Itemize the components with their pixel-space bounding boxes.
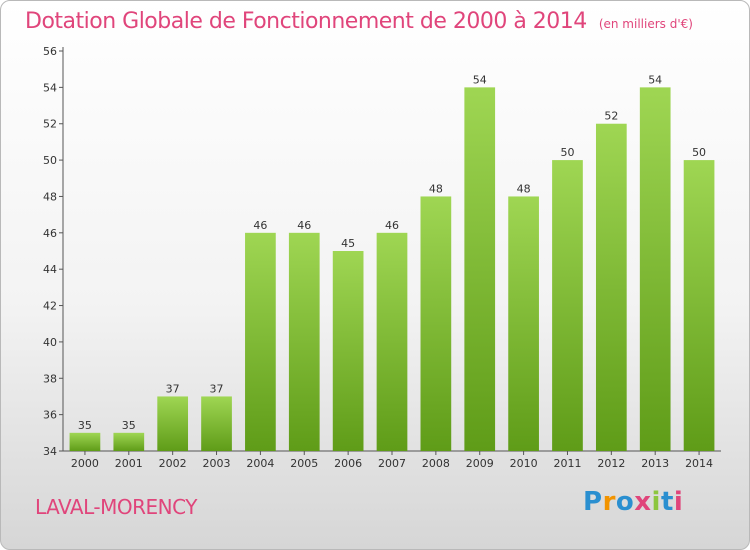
- bar: [157, 396, 189, 451]
- x-tick-label: 2014: [685, 457, 713, 470]
- x-tick-label: 2008: [422, 457, 450, 470]
- logo-letter: r: [602, 487, 616, 517]
- data-label: 48: [429, 182, 443, 195]
- x-tick-label: 2010: [510, 457, 538, 470]
- location-label: LAVAL-MORENCY: [35, 495, 197, 519]
- data-label: 37: [210, 382, 224, 395]
- bar: [69, 432, 101, 451]
- bar: [245, 232, 276, 451]
- bar: [552, 160, 583, 451]
- y-tick-label: 56: [43, 45, 57, 58]
- bar: [376, 232, 408, 451]
- logo-letter: x: [634, 487, 652, 517]
- logo-letter: o: [615, 487, 635, 517]
- data-label: 48: [517, 182, 531, 195]
- bar: [639, 87, 671, 451]
- chart-labels: 2000 35 2001 35 2002 37 2003 37 2004 46 2005 46 2006…: [71, 73, 713, 470]
- logo-letter: P: [583, 487, 603, 517]
- chart-title: Dotation Globale de Fonctionnement de 20…: [25, 9, 693, 34]
- data-label: 52: [604, 110, 618, 123]
- bar: [595, 123, 627, 452]
- bar: [113, 432, 145, 451]
- logo-letter: i: [651, 487, 661, 517]
- x-tick-label: 2002: [159, 457, 187, 470]
- data-label: 35: [122, 419, 136, 432]
- data-label: 54: [648, 73, 662, 86]
- bar: [464, 87, 496, 451]
- bar: [683, 160, 715, 451]
- x-tick-label: 2005: [290, 457, 318, 470]
- x-tick-label: 2004: [246, 457, 274, 470]
- data-label: 35: [78, 419, 92, 432]
- bar: [332, 251, 364, 451]
- x-tick-label: 2013: [641, 457, 669, 470]
- x-tick-label: 2006: [334, 457, 362, 470]
- chart-subtitle: (en milliers d'€): [598, 17, 693, 31]
- x-tick-label: 2011: [553, 457, 581, 470]
- proxiti-logo[interactable]: Proxiti: [583, 487, 683, 517]
- y-tick-label: 42: [43, 300, 57, 313]
- x-tick-label: 2009: [466, 457, 494, 470]
- data-label: 46: [385, 219, 399, 232]
- data-label: 46: [253, 219, 267, 232]
- data-label: 50: [560, 146, 574, 159]
- chart-title-text: Dotation Globale de Fonctionnement de 20…: [25, 9, 587, 34]
- data-label: 46: [297, 219, 311, 232]
- y-tick-label: 50: [43, 154, 57, 167]
- x-tick-label: 2000: [71, 457, 99, 470]
- chart-axes: 34 36 38 40 42 44 46 48 50 52 54 56: [43, 45, 721, 458]
- y-tick-label: 34: [43, 445, 57, 458]
- x-tick-label: 2007: [378, 457, 406, 470]
- y-tick-label: 40: [43, 336, 57, 349]
- y-tick-label: 52: [43, 118, 57, 131]
- y-tick-label: 38: [43, 372, 57, 385]
- chart-bars: [69, 87, 715, 452]
- y-tick-label: 44: [43, 263, 57, 276]
- bar: [201, 396, 232, 451]
- data-label: 50: [692, 146, 706, 159]
- data-label: 37: [166, 382, 180, 395]
- bar: [420, 196, 452, 451]
- y-tick-label: 46: [43, 227, 57, 240]
- data-label: 54: [473, 73, 487, 86]
- x-tick-label: 2003: [203, 457, 231, 470]
- logo-letter: i: [673, 487, 684, 517]
- logo-letter: t: [660, 487, 674, 517]
- bar: [288, 232, 320, 451]
- data-label: 45: [341, 237, 355, 250]
- x-tick-label: 2001: [115, 457, 143, 470]
- bar: [508, 196, 539, 451]
- y-tick-label: 36: [43, 409, 57, 422]
- y-tick-label: 48: [43, 190, 57, 203]
- x-tick-label: 2012: [597, 457, 625, 470]
- y-tick-label: 54: [43, 81, 57, 94]
